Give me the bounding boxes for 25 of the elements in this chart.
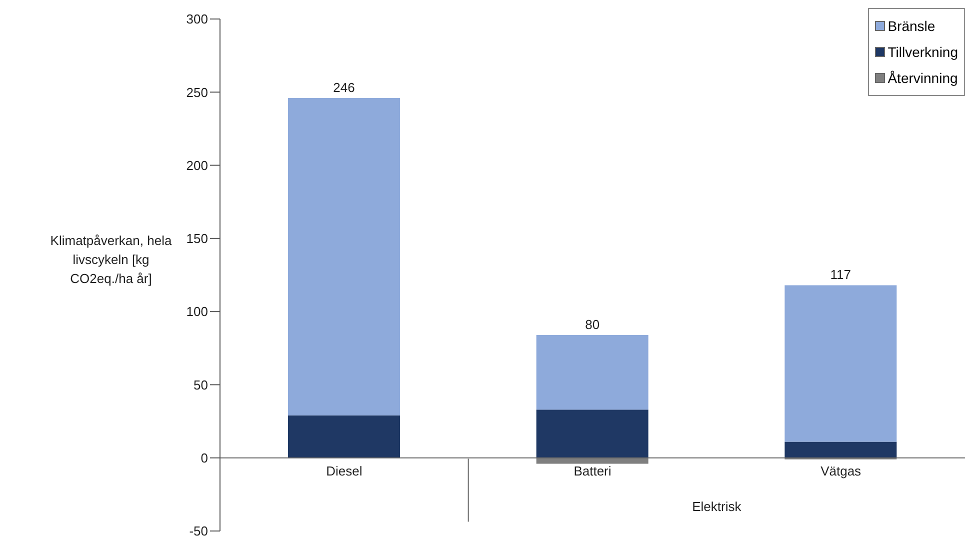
total-label: 246 bbox=[333, 80, 355, 95]
bar bbox=[784, 285, 897, 442]
y-tick-label: 250 bbox=[186, 84, 208, 100]
y-tick-label: 150 bbox=[186, 231, 208, 246]
x-tick-label: Batteri bbox=[574, 464, 612, 479]
y-tick-label: -50 bbox=[189, 524, 208, 539]
y-tick-label: 100 bbox=[186, 304, 208, 320]
y-tick-label: 200 bbox=[186, 158, 208, 173]
total-label: 80 bbox=[585, 316, 600, 332]
y-axis-title: Klimatpåverkan, hela livscykeln [kg CO2eq./ha år] bbox=[49, 232, 173, 288]
legend-label: Tillverkning bbox=[888, 43, 958, 62]
bar bbox=[288, 98, 400, 416]
legend-label: Återvinning bbox=[888, 69, 958, 88]
y-tick-label: 50 bbox=[194, 377, 208, 392]
bar bbox=[536, 334, 648, 410]
total-label: 117 bbox=[830, 267, 852, 282]
annotation: Elektrisk bbox=[691, 498, 742, 514]
legend-label: Bränsle bbox=[888, 17, 936, 36]
x-tick-label: Diesel bbox=[326, 464, 362, 479]
bar bbox=[784, 442, 897, 458]
x-tick-label: Vätgas bbox=[820, 464, 862, 479]
y-tick-label: 0 bbox=[200, 450, 208, 466]
bar bbox=[288, 415, 400, 458]
y-tick-label: 300 bbox=[186, 12, 208, 27]
bar bbox=[536, 410, 648, 458]
